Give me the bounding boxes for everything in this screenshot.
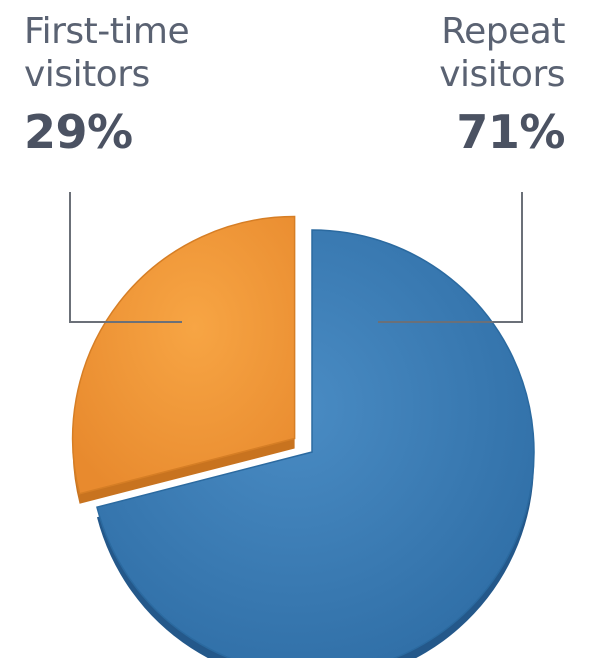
label-first-time-line-2: visitors [24, 54, 150, 95]
value-label-repeat: 71% [456, 105, 565, 159]
leader-line-repeat [378, 192, 523, 323]
label-repeat: Repeat visitors 71% [439, 10, 565, 158]
label-first-time: First-time visitors 29% [24, 10, 190, 159]
label-first-time-line-1: First-time [24, 11, 190, 52]
pie-slice-repeat [96, 229, 535, 658]
value-label-first-time: 29% [24, 105, 133, 159]
pie-slice-first-time [71, 215, 296, 495]
label-repeat-line-2: visitors [439, 54, 565, 95]
label-repeat-line-1: Repeat [441, 11, 565, 52]
leader-line-first-time [69, 192, 182, 323]
